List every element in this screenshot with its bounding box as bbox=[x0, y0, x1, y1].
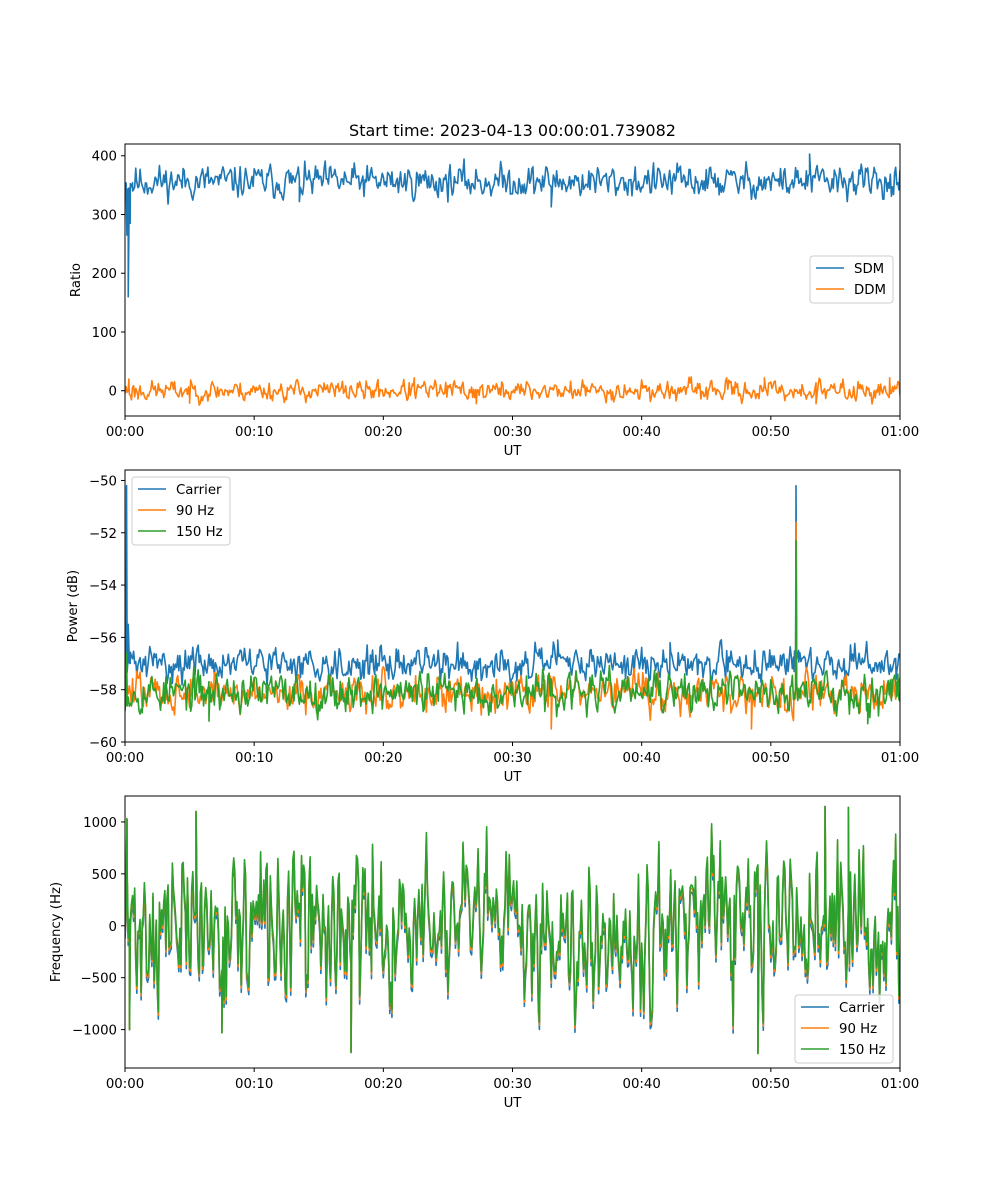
figure-title: Start time: 2023-04-13 00:00:01.739082 bbox=[349, 121, 676, 140]
x-tick-label: 00:50 bbox=[752, 751, 790, 766]
series-line-ddm bbox=[125, 376, 900, 406]
x-tick-label: 00:30 bbox=[493, 425, 531, 440]
series-line-carrier bbox=[125, 805, 900, 1055]
legend: Carrier 90 Hz 150 Hz bbox=[794, 994, 894, 1064]
x-tick-label: 00:20 bbox=[364, 425, 402, 440]
legend-label: 90 Hz bbox=[176, 504, 214, 519]
x-tick-label: 00:20 bbox=[364, 1077, 402, 1092]
y-axis-label: Power (dB) bbox=[66, 570, 81, 642]
y-tick-label: 200 bbox=[92, 267, 117, 282]
x-tick-label: 01:00 bbox=[881, 1077, 919, 1092]
axes-frame bbox=[124, 795, 901, 1069]
y-tick-label: 400 bbox=[92, 150, 117, 165]
legend: Carrier 90 Hz 150 Hz bbox=[131, 476, 231, 546]
legend-label: 150 Hz bbox=[839, 1043, 886, 1058]
panel-2: 00:00 00:10 00:20 00:30 00:40 00:50 01:00 −60 −5… bbox=[66, 469, 919, 785]
x-tick-label: 00:30 bbox=[493, 751, 531, 766]
y-tick-label: 1000 bbox=[83, 816, 117, 831]
y-axis-label: Ratio bbox=[69, 263, 84, 297]
legend: SDM DDM bbox=[809, 255, 894, 304]
y-tick-label: −58 bbox=[89, 684, 117, 699]
x-tick-label: 00:50 bbox=[752, 1077, 790, 1092]
x-tick-label: 00:40 bbox=[623, 425, 661, 440]
x-tick-label: 01:00 bbox=[881, 751, 919, 766]
x-tick-label: 00:30 bbox=[493, 1077, 531, 1092]
y-tick-label: 500 bbox=[92, 868, 117, 883]
panel-3: 00:00 00:10 00:20 00:30 00:40 00:50 01:00 −1000… bbox=[49, 795, 919, 1111]
series-line-150-hz bbox=[125, 539, 900, 725]
x-tick-label: 00:40 bbox=[623, 751, 661, 766]
y-tick-label: 300 bbox=[92, 208, 117, 223]
x-tick-label: 00:10 bbox=[235, 751, 273, 766]
legend-label: DDM bbox=[854, 283, 886, 298]
x-tick-label: 01:00 bbox=[881, 425, 919, 440]
legend-label: Carrier bbox=[176, 483, 222, 498]
legend-label: 150 Hz bbox=[176, 525, 223, 540]
x-tick-label: 00:00 bbox=[106, 425, 144, 440]
y-tick-label: −54 bbox=[89, 579, 117, 594]
x-axis-label: UT bbox=[504, 444, 523, 459]
x-axis-label: UT bbox=[504, 770, 523, 785]
y-tick-label: −60 bbox=[89, 736, 117, 751]
y-tick-label: −52 bbox=[89, 527, 117, 542]
panel-1: 00:00 00:10 00:20 00:30 00:40 00:50 01:00 0 100 2… bbox=[69, 143, 919, 459]
series-line-150-hz bbox=[125, 805, 900, 1055]
legend-label: SDM bbox=[854, 262, 884, 277]
x-tick-label: 00:50 bbox=[752, 425, 790, 440]
x-tick-label: 00:00 bbox=[106, 751, 144, 766]
x-tick-label: 00:10 bbox=[235, 1077, 273, 1092]
x-tick-label: 00:00 bbox=[106, 1077, 144, 1092]
y-tick-label: 0 bbox=[109, 385, 117, 400]
y-tick-label: −500 bbox=[80, 972, 117, 987]
x-axis-label: UT bbox=[504, 1096, 523, 1111]
y-tick-label: −56 bbox=[89, 631, 117, 646]
y-axis-label: Frequency (Hz) bbox=[49, 882, 64, 982]
legend-label: Carrier bbox=[839, 1001, 885, 1016]
x-tick-label: 00:40 bbox=[623, 1077, 661, 1092]
x-tick-label: 00:10 bbox=[235, 425, 273, 440]
y-tick-label: 100 bbox=[92, 326, 117, 341]
series-line-sdm bbox=[125, 153, 900, 298]
series-line-90-hz bbox=[125, 805, 900, 1055]
y-tick-label: −50 bbox=[89, 474, 117, 489]
x-tick-label: 00:20 bbox=[364, 751, 402, 766]
y-tick-label: 0 bbox=[109, 920, 117, 935]
series-line-carrier bbox=[125, 484, 900, 688]
legend-label: 90 Hz bbox=[839, 1022, 877, 1037]
y-tick-label: −1000 bbox=[72, 1024, 117, 1039]
